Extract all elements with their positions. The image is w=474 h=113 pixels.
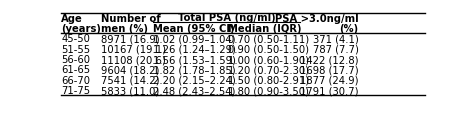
Text: 1.26 (1.24–1.29): 1.26 (1.24–1.29) — [153, 44, 236, 54]
Text: 0.90 (0.50-1.50): 0.90 (0.50-1.50) — [228, 44, 309, 54]
Text: Median (IQR): Median (IQR) — [228, 24, 302, 34]
Text: 9604 (18.2): 9604 (18.2) — [101, 65, 160, 75]
Text: 8971 (16.9): 8971 (16.9) — [101, 34, 160, 44]
Text: 56-60: 56-60 — [61, 55, 90, 65]
Text: 61-65: 61-65 — [61, 65, 90, 75]
Text: (%): (%) — [339, 24, 359, 34]
Text: 51-55: 51-55 — [61, 44, 90, 54]
Text: 10167 (19.1): 10167 (19.1) — [101, 44, 166, 54]
Text: Number of: Number of — [101, 14, 161, 24]
Text: 5833 (11.0): 5833 (11.0) — [101, 85, 160, 95]
Text: 1791 (30.7): 1791 (30.7) — [300, 85, 359, 95]
Text: 11108 (20.6): 11108 (20.6) — [101, 55, 166, 65]
Text: 1.00 (0.60-1.90): 1.00 (0.60-1.90) — [228, 55, 309, 65]
Text: 71-75: 71-75 — [61, 85, 90, 95]
Text: 7541 (14.2): 7541 (14.2) — [101, 75, 160, 85]
Text: 1698 (17.7): 1698 (17.7) — [300, 65, 359, 75]
Text: 66-70: 66-70 — [61, 75, 90, 85]
Text: 1.20 (0.70-2.30): 1.20 (0.70-2.30) — [228, 65, 309, 75]
Text: 1.02 (0.99–1.04): 1.02 (0.99–1.04) — [153, 34, 236, 44]
Text: Age: Age — [61, 14, 83, 24]
Text: 371 (4.1): 371 (4.1) — [313, 34, 359, 44]
Text: 1877 (24.9): 1877 (24.9) — [300, 75, 359, 85]
Text: PSA >3.0ng/ml: PSA >3.0ng/ml — [275, 14, 359, 24]
Text: 1.56 (1.53–1.59): 1.56 (1.53–1.59) — [153, 55, 236, 65]
Text: Mean (95% CI): Mean (95% CI) — [153, 24, 235, 34]
Text: 0.70 (0.50-1.11): 0.70 (0.50-1.11) — [228, 34, 310, 44]
Text: 2.48 (2.43–2.54): 2.48 (2.43–2.54) — [153, 85, 235, 95]
Text: 787 (7.7): 787 (7.7) — [313, 44, 359, 54]
Text: 1.82 (1.78–1.85): 1.82 (1.78–1.85) — [153, 65, 236, 75]
Text: Total PSA (ng/ml): Total PSA (ng/ml) — [178, 13, 275, 22]
Text: 1.80 (0.90-3.50): 1.80 (0.90-3.50) — [228, 85, 309, 95]
Text: 1.50 (0.80-2.91): 1.50 (0.80-2.91) — [228, 75, 310, 85]
Text: 1422 (12.8): 1422 (12.8) — [300, 55, 359, 65]
Text: 2.20 (2.15–2.24): 2.20 (2.15–2.24) — [153, 75, 236, 85]
Text: (years): (years) — [61, 24, 101, 34]
Text: men (%): men (%) — [101, 24, 148, 34]
Text: 45-50: 45-50 — [61, 34, 90, 44]
